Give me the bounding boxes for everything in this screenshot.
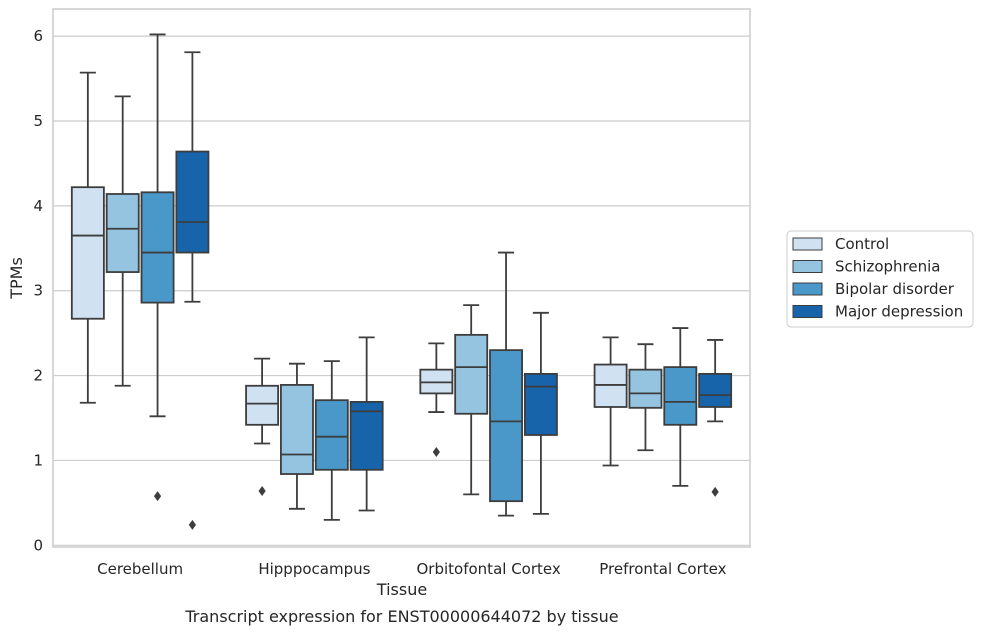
legend-label: Bipolar disorder (835, 280, 955, 298)
box (698, 372, 733, 408)
box-plot-group (70, 33, 733, 530)
legend: Control Schizophrenia Bipolar disorder Majo… (786, 230, 974, 328)
x-tick-label: Orbitofontal Cortex (417, 560, 561, 578)
y-tick-label: 4 (33, 197, 43, 215)
box (175, 150, 210, 254)
x-tick-label: Hipppocampus (258, 560, 370, 578)
box (663, 366, 698, 426)
box (489, 349, 523, 503)
legend-swatch (792, 305, 823, 318)
x-tick-labels: Cerebellum Hipppocampus Orbitofontal Corte… (97, 560, 726, 578)
box (70, 186, 105, 320)
outlier-point (188, 519, 196, 530)
box (349, 400, 384, 471)
outlier-point (258, 485, 266, 496)
box (140, 191, 175, 304)
legend-swatch (792, 237, 823, 251)
x-tick-label: Prefrontal Cortex (599, 560, 726, 578)
outlier-point (711, 486, 719, 497)
y-axis-label: TPMs (7, 257, 26, 300)
box (523, 372, 558, 436)
box (280, 384, 314, 475)
y-tick-label: 5 (33, 112, 43, 130)
y-tick-label: 1 (33, 451, 43, 469)
legend-swatch (792, 282, 823, 296)
x-tick-label: Cerebellum (97, 560, 183, 578)
y-tick-label: 6 (33, 27, 43, 45)
box (628, 368, 663, 409)
box (314, 399, 349, 471)
y-tick-label: 2 (33, 367, 43, 385)
legend-label: Schizophrenia (835, 258, 940, 276)
chart-title: Transcript expression for ENST0000064407… (184, 607, 618, 626)
legend-swatch (792, 260, 823, 273)
legend-label: Control (835, 235, 889, 253)
box (454, 333, 489, 415)
x-axis-label: Tissue (376, 580, 427, 599)
legend-label: Major depression (835, 303, 963, 321)
box (245, 384, 280, 426)
y-tick-label: 3 (33, 282, 43, 300)
outlier-point (432, 446, 440, 457)
y-tick-label: 0 (33, 536, 43, 554)
box (105, 193, 140, 273)
legend-frame (786, 230, 974, 328)
plot-frame (52, 8, 751, 548)
outlier-point (153, 491, 162, 502)
y-tick-labels: 0 1 2 3 4 5 6 (33, 27, 43, 554)
